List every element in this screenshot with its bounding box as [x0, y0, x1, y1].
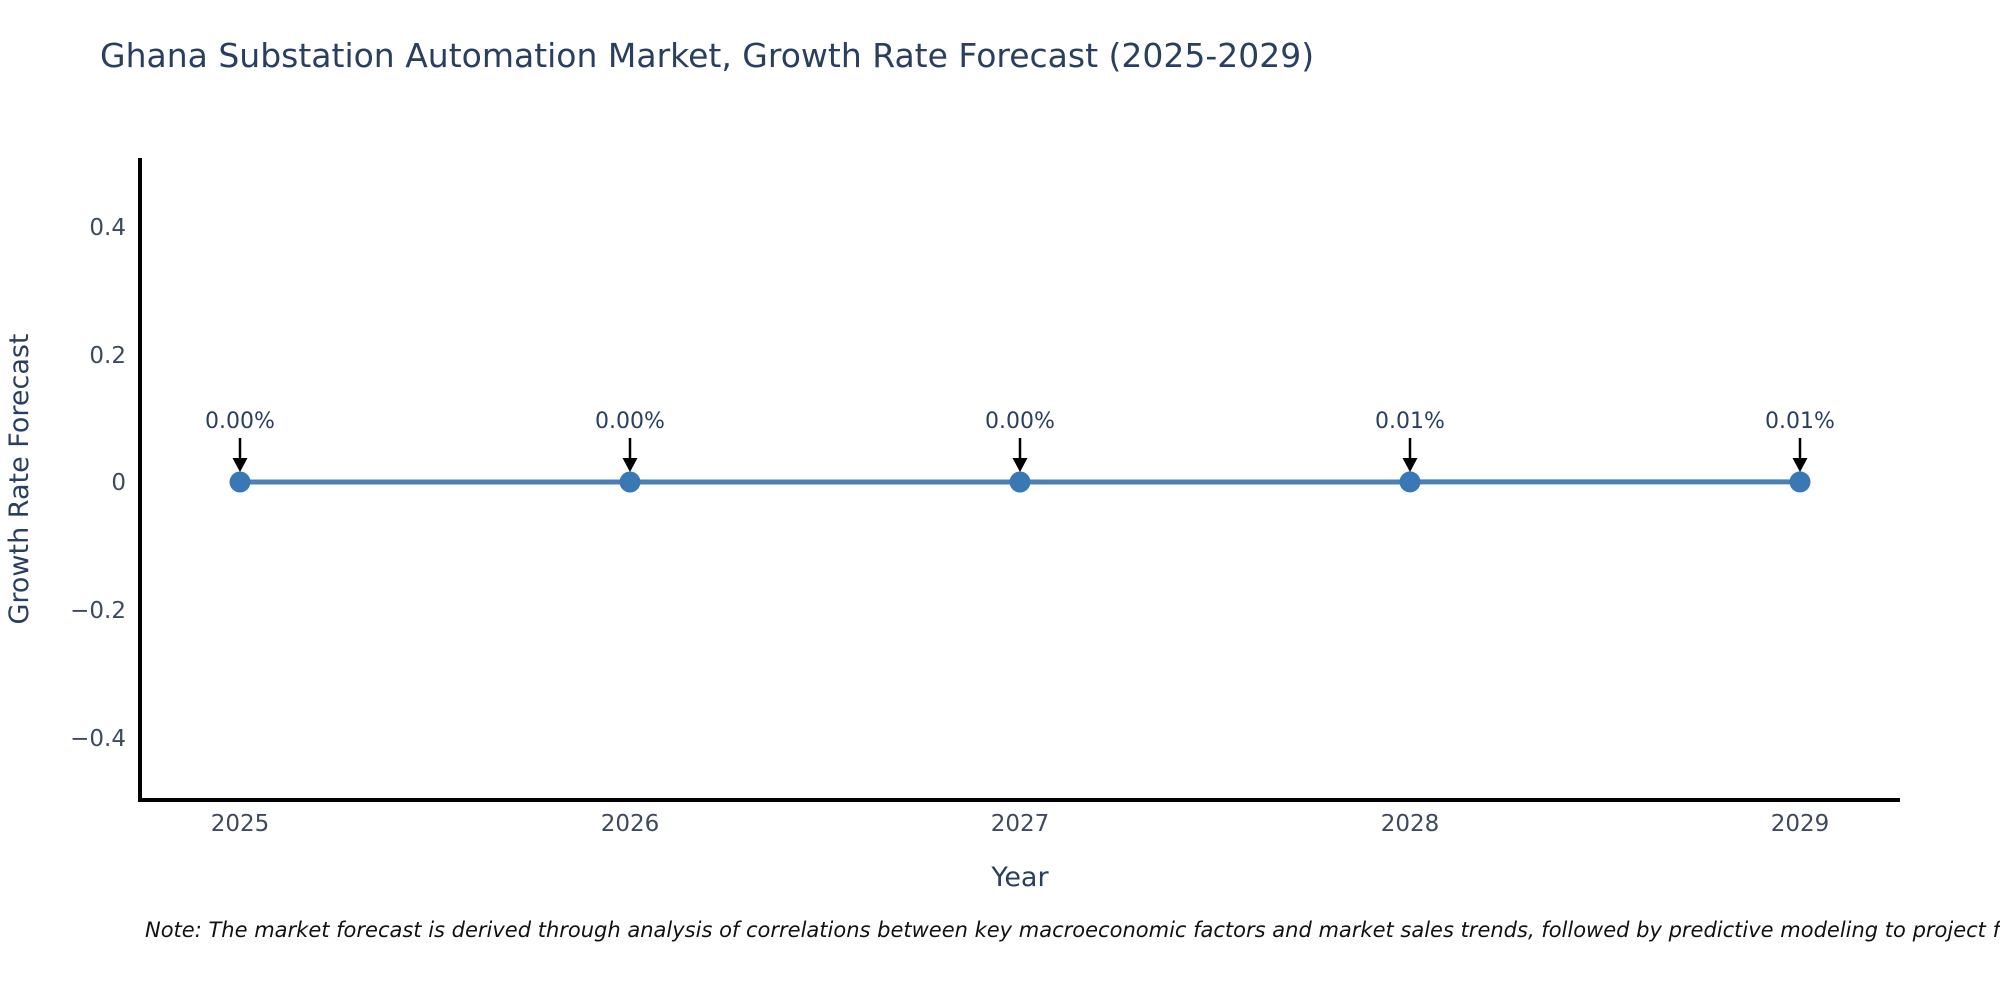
point-annotation-label: 0.01%	[1375, 409, 1445, 434]
y-tick-label: 0	[111, 470, 126, 496]
data-point-marker	[1009, 471, 1031, 493]
point-annotation-label: 0.00%	[985, 409, 1055, 434]
x-axis-title: Year	[990, 862, 1049, 893]
y-tick-label: 0.2	[89, 343, 126, 369]
y-tick-label: −0.4	[70, 726, 126, 752]
y-tick-labels: 0.4 0.2 0 −0.2 −0.4	[70, 215, 126, 752]
x-tick-label: 2026	[601, 811, 660, 837]
annotation-arrowhead-icon	[1402, 458, 1418, 472]
data-point-marker	[229, 471, 251, 493]
data-point-marker	[1399, 471, 1421, 493]
point-annotation-label: 0.01%	[1765, 409, 1835, 434]
footnote: Note: The market forecast is derived thr…	[145, 918, 2000, 942]
y-axis-title: Growth Rate Forecast	[4, 333, 35, 624]
point-annotation-label: 0.00%	[595, 409, 665, 434]
data-point-marker	[619, 471, 641, 493]
axes	[138, 158, 1900, 802]
x-tick-label: 2029	[1771, 811, 1830, 837]
annotation-arrowhead-icon	[232, 458, 248, 472]
point-annotation-label: 0.00%	[205, 409, 275, 434]
data-point-marker	[1789, 471, 1811, 493]
x-tick-label: 2027	[991, 811, 1050, 837]
annotation-arrowhead-icon	[1792, 458, 1808, 472]
point-annotations: 0.00% 0.00% 0.00% 0.01% 0.01%	[205, 409, 1835, 472]
x-tick-labels: 2025 2026 2027 2028 2029	[211, 811, 1830, 837]
trace-growth-rate-forecast	[229, 471, 1811, 493]
x-tick-label: 2025	[211, 811, 270, 837]
annotation-arrowhead-icon	[622, 458, 638, 472]
chart-title: Ghana Substation Automation Market, Grow…	[100, 36, 1315, 75]
y-tick-label: 0.4	[89, 215, 126, 241]
y-tick-label: −0.2	[70, 598, 126, 624]
annotation-arrowhead-icon	[1012, 458, 1028, 472]
x-tick-label: 2028	[1381, 811, 1440, 837]
